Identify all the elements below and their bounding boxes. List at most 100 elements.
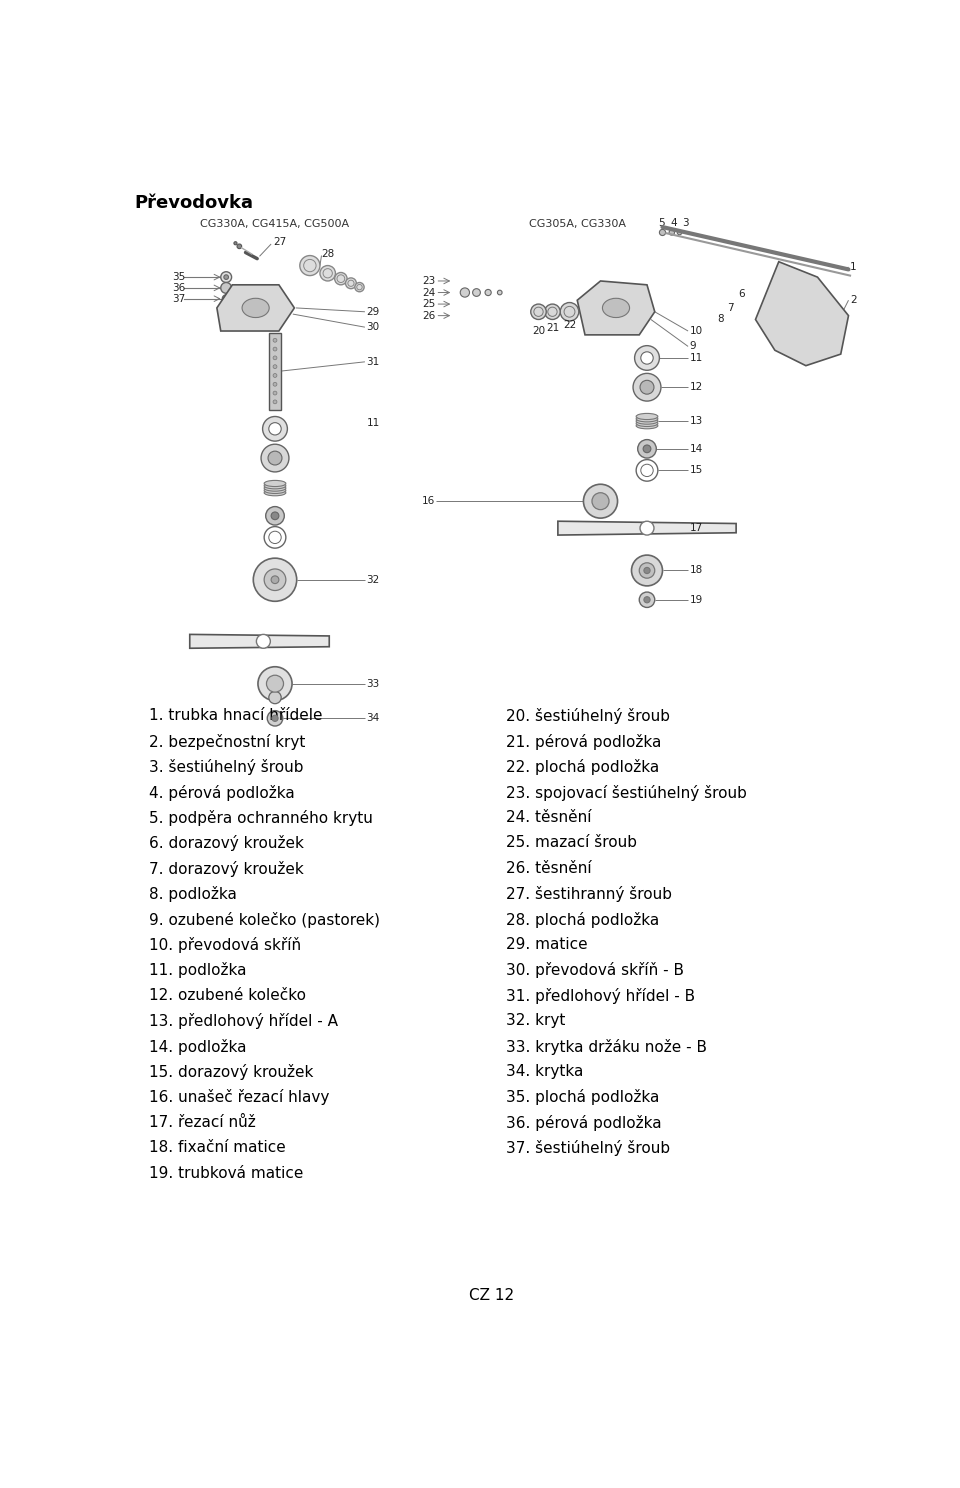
Text: 7: 7 [727,304,733,312]
Circle shape [223,295,230,302]
Text: 31. předlohový hřídel - B: 31. předlohový hřídel - B [506,988,695,1004]
Text: 4: 4 [670,219,677,228]
Text: 12: 12 [689,382,703,393]
Ellipse shape [264,481,286,487]
Text: 2: 2 [850,295,856,305]
Circle shape [273,338,276,342]
Circle shape [269,531,281,543]
Circle shape [497,290,502,295]
Text: 23. spojovací šestiúhelný šroub: 23. spojovací šestiúhelný šroub [506,784,747,801]
Text: 15. dorazový kroužek: 15. dorazový kroužek [150,1064,314,1080]
Ellipse shape [264,490,286,496]
Circle shape [531,304,546,320]
Text: 14: 14 [689,443,703,454]
Circle shape [261,445,289,472]
Polygon shape [217,284,295,330]
Circle shape [273,400,276,403]
Circle shape [335,272,348,284]
Circle shape [266,506,284,525]
Text: 3. šestiúhelný šroub: 3. šestiúhelný šroub [150,759,304,775]
Text: 31: 31 [367,357,380,368]
Text: 22: 22 [563,320,576,330]
Text: 17. řezací nůž: 17. řezací nůž [150,1115,256,1129]
Circle shape [355,283,364,292]
Text: 19: 19 [689,595,703,604]
Text: 24. těsnění: 24. těsnění [506,809,591,824]
Ellipse shape [636,420,658,427]
Circle shape [635,345,660,371]
Circle shape [253,558,297,601]
Circle shape [346,278,356,289]
Text: 20. šestiúhelný šroub: 20. šestiúhelný šroub [506,708,670,725]
Text: CG330A, CG415A, CG500A: CG330A, CG415A, CG500A [201,219,349,229]
Text: 2. bezpečnostní kryt: 2. bezpečnostní kryt [150,734,306,750]
Text: 21: 21 [546,323,559,333]
Text: CZ 12: CZ 12 [469,1287,515,1303]
Ellipse shape [636,414,658,420]
Circle shape [561,302,579,321]
Text: 35: 35 [172,272,185,283]
Text: 26. těsnění: 26. těsnění [506,860,591,876]
Circle shape [641,464,653,476]
Circle shape [544,304,561,320]
Text: Převodovka: Převodovka [134,193,252,211]
Text: 9. ozubené kolečko (pastorek): 9. ozubené kolečko (pastorek) [150,912,380,927]
Circle shape [221,283,231,293]
Circle shape [271,512,278,519]
Circle shape [632,555,662,586]
Text: 10. převodová skříň: 10. převodová skříň [150,937,301,952]
Text: 16: 16 [422,496,436,506]
Text: 18. fixační matice: 18. fixační matice [150,1140,286,1155]
Text: 33. krytka držáku nože - B: 33. krytka držáku nože - B [506,1039,707,1055]
Text: 28. plochá podložka: 28. plochá podložka [506,912,660,927]
Circle shape [263,417,287,440]
Ellipse shape [636,415,658,423]
Polygon shape [558,521,736,536]
Text: 37: 37 [172,293,185,304]
Circle shape [639,592,655,607]
Circle shape [221,272,231,283]
Text: 17: 17 [689,524,703,533]
Ellipse shape [636,418,658,424]
Circle shape [644,567,650,573]
Text: 11. podložka: 11. podložka [150,963,247,979]
Text: 11: 11 [689,353,703,363]
Text: 24: 24 [422,287,436,298]
Text: 23: 23 [422,275,436,286]
Text: 13: 13 [689,417,703,426]
Circle shape [264,527,286,548]
Circle shape [271,576,278,583]
Circle shape [584,484,617,518]
Circle shape [644,597,650,603]
Circle shape [264,568,286,591]
Circle shape [224,275,228,280]
Text: 35. plochá podložka: 35. plochá podložka [506,1089,660,1106]
Polygon shape [577,281,655,335]
Text: 32: 32 [367,574,380,585]
Text: 5: 5 [659,219,665,228]
Text: 27. šestihranný šroub: 27. šestihranný šroub [506,887,672,902]
Text: 21. pérová podložka: 21. pérová podložka [506,734,661,750]
Text: 4. pérová podložka: 4. pérová podložka [150,784,296,801]
Circle shape [640,381,654,394]
Text: 36: 36 [172,283,185,293]
Text: 30. převodová skříň - B: 30. převodová skříň - B [506,963,684,979]
Circle shape [472,289,480,296]
Text: 30: 30 [367,323,379,332]
Circle shape [641,351,653,365]
Circle shape [643,445,651,452]
Circle shape [237,244,242,248]
Circle shape [639,562,655,579]
Text: 11: 11 [367,418,380,427]
Circle shape [273,391,276,394]
Text: 28: 28 [322,248,335,259]
Circle shape [273,347,276,351]
Circle shape [633,373,660,402]
Circle shape [669,229,675,235]
Circle shape [268,451,282,464]
Ellipse shape [264,485,286,491]
Circle shape [273,373,276,378]
Text: 14. podložka: 14. podložka [150,1039,247,1055]
Circle shape [637,439,657,458]
Text: 16. unašeč řezací hlavy: 16. unašeč řezací hlavy [150,1089,330,1106]
